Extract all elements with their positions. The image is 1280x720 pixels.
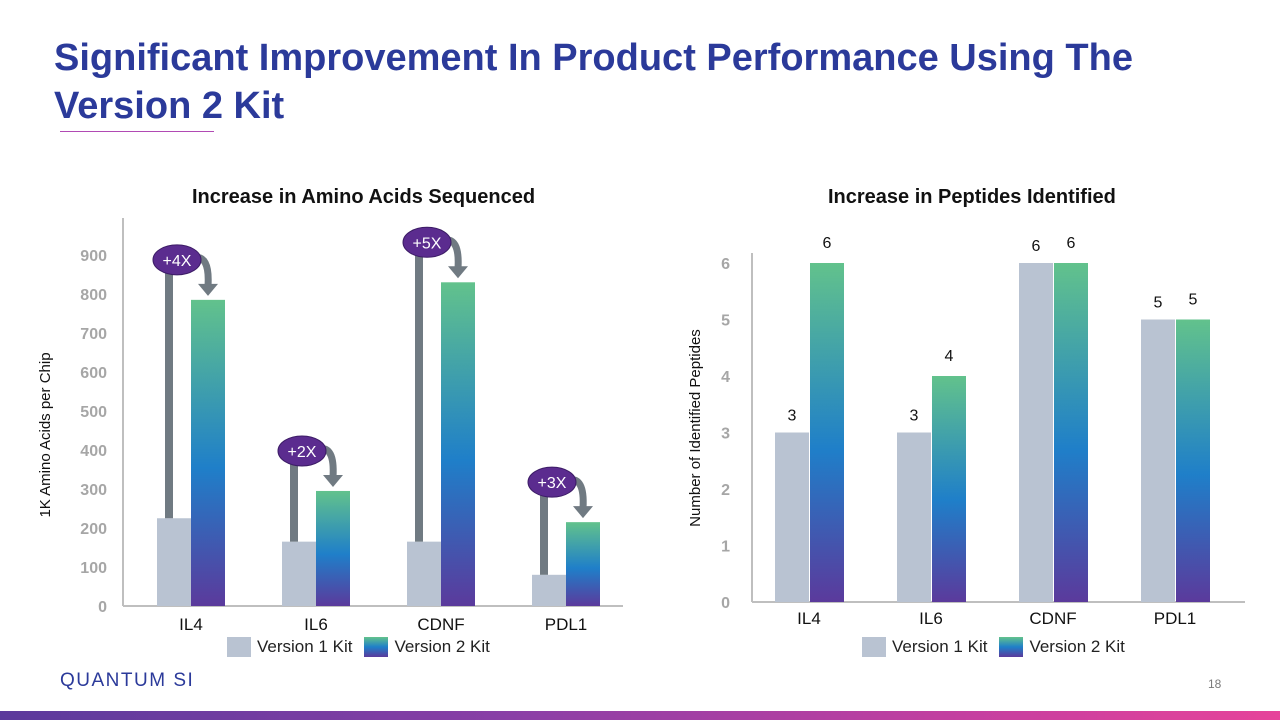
fold-change-badge	[527, 466, 577, 498]
data-label-version2: 6	[823, 235, 832, 252]
title-underline	[60, 131, 214, 132]
x-tick-label: IL4	[797, 609, 821, 628]
data-label-version1: 6	[1032, 238, 1041, 255]
legend-item-version1: Version 1 Kit	[227, 637, 352, 657]
chart-title: Increase in Peptides Identified	[828, 186, 1116, 208]
y-tick-label: 2	[721, 482, 730, 499]
page-number: 18	[1208, 677, 1222, 691]
arrow-head	[323, 474, 343, 487]
data-label-version1: 3	[910, 408, 919, 425]
y-tick-label: 400	[80, 443, 107, 460]
bar-version2	[932, 376, 966, 602]
legend-swatch-version2	[999, 637, 1024, 657]
x-tick-label: CDNF	[1029, 609, 1076, 628]
y-tick-label: 200	[80, 521, 107, 538]
y-tick-label: 300	[80, 482, 107, 499]
x-tick-label: IL4	[179, 615, 203, 634]
quantum-si-logo: QUANTUM SI	[60, 670, 195, 691]
legend-item-version2: Version 2 Kit	[364, 637, 490, 657]
arrow-head	[448, 266, 468, 279]
arrow-stem	[165, 263, 173, 519]
y-tick-label: 700	[80, 326, 107, 343]
bar-version1	[1019, 263, 1053, 602]
x-tick-label: PDL1	[545, 615, 588, 634]
bar-version2	[191, 299, 225, 606]
amino-acids-plot: 0 100 200 300 400 500 600 700 800 900 1K Amino Aci…	[37, 218, 623, 634]
legend: Version 1 Kit Version 2 Kit	[227, 637, 502, 657]
peptides-plot: 0 1 2 3 4 5 6 Number of Identified Peptides 3 6 IL…	[687, 235, 1245, 628]
arrow-stem	[290, 454, 298, 542]
y-tick-label: 100	[80, 560, 107, 577]
legend-swatch-version2	[364, 637, 389, 657]
bar-version2	[441, 282, 475, 606]
legend-swatch-version1	[227, 637, 251, 657]
y-axis-label: Number of Identified Peptides	[687, 329, 704, 527]
data-label-version1: 5	[1154, 295, 1163, 312]
x-tick-label: CDNF	[417, 615, 464, 634]
y-tick-label: 1	[721, 539, 730, 556]
y-tick-label: 3	[721, 426, 730, 443]
fold-change-label: +2X	[288, 444, 317, 461]
y-tick-label: 5	[721, 313, 730, 330]
fold-change-badge	[402, 226, 452, 258]
slide-title: Significant Improvement In Product Perfo…	[54, 37, 1133, 127]
bar-version1	[1141, 319, 1175, 602]
y-tick-label: 900	[80, 248, 107, 265]
x-tick-label: IL6	[919, 609, 943, 628]
fold-change-label: +4X	[163, 253, 192, 270]
amino-acids-chart: Increase in Amino Acids Sequenced 0 100 20…	[20, 170, 640, 670]
legend: Version 1 Kit Version 2 Kit	[862, 637, 1137, 657]
peptides-chart: Increase in Peptides Identified 0 1 2 3 4 5 6 N…	[660, 170, 1270, 670]
fold-change-label: +3X	[538, 475, 567, 492]
legend-label-version2: Version 2 Kit	[394, 637, 490, 656]
y-tick-label: 500	[80, 404, 107, 421]
legend-item-version2: Version 2 Kit	[999, 637, 1125, 657]
bar-version2	[810, 263, 844, 602]
x-tick-label: IL6	[304, 615, 328, 634]
data-label-version1: 3	[788, 408, 797, 425]
x-tick-label: PDL1	[1154, 609, 1197, 628]
y-tick-label: 0	[98, 599, 107, 616]
bar-version1	[282, 541, 316, 606]
arrow-head	[198, 283, 218, 296]
bar-version1	[775, 432, 809, 602]
data-label-version2: 6	[1067, 235, 1076, 252]
y-tick-label: 600	[80, 365, 107, 382]
y-axis-label: 1K Amino Acids per Chip	[37, 352, 54, 517]
bar-version1	[157, 518, 191, 606]
arrow-stem	[540, 486, 548, 575]
bar-version2	[1176, 319, 1210, 602]
y-tick-label: 4	[721, 369, 730, 386]
legend-item-version1: Version 1 Kit	[862, 637, 987, 657]
bar-version1	[407, 541, 441, 606]
legend-label-version1: Version 1 Kit	[892, 637, 988, 656]
y-tick-label: 6	[721, 256, 730, 273]
arrow-stem	[415, 246, 423, 542]
fold-change-badge	[152, 244, 202, 276]
data-label-version2: 5	[1189, 292, 1198, 309]
bar-version1	[897, 432, 931, 602]
bar-version2	[1054, 263, 1088, 602]
arrow-head	[573, 506, 593, 519]
legend-label-version1: Version 1 Kit	[257, 637, 353, 656]
data-label-version2: 4	[945, 348, 954, 365]
fold-change-badge	[277, 435, 327, 467]
chart-title: Increase in Amino Acids Sequenced	[192, 186, 536, 208]
bar-version2	[316, 490, 350, 606]
legend-label-version2: Version 2 Kit	[1029, 637, 1125, 656]
fold-change-label: +5X	[413, 235, 442, 252]
bottom-accent-bar	[0, 711, 1280, 720]
bar-version2	[566, 522, 600, 606]
bar-version1	[532, 574, 566, 606]
legend-swatch-version1	[862, 637, 886, 657]
y-tick-label: 0	[721, 595, 730, 612]
y-tick-label: 800	[80, 287, 107, 304]
